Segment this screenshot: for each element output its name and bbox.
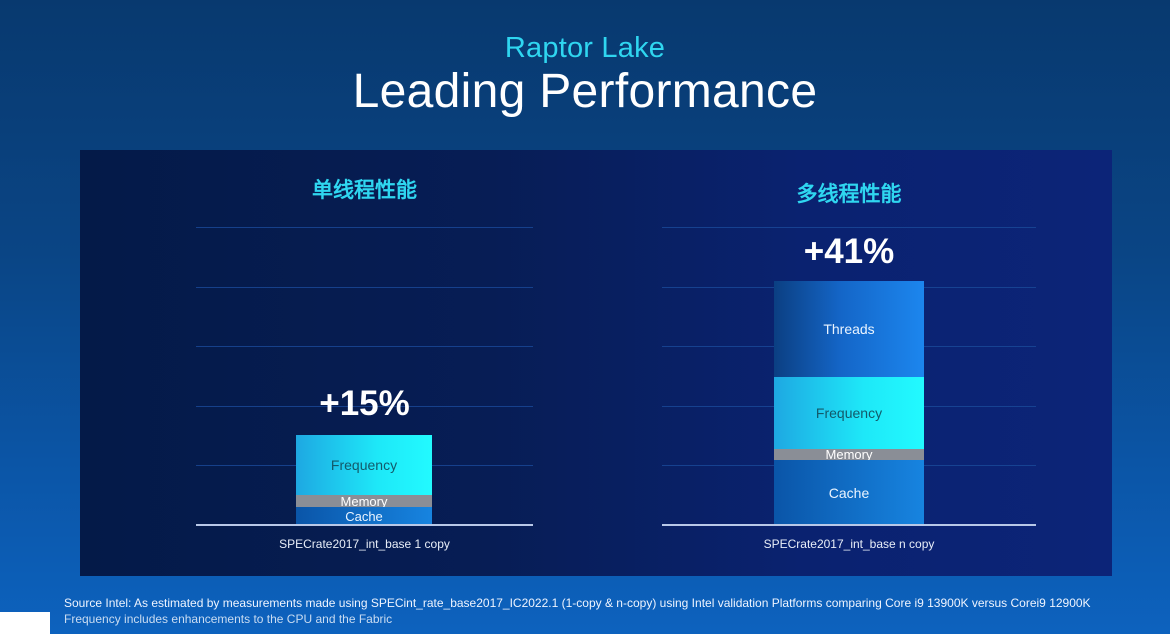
x-axis-label: SPECrate2017_int_base 1 copy	[279, 537, 450, 551]
bar-segment-threads: Threads	[774, 281, 924, 377]
bar-segment-memory: Memory	[296, 493, 432, 509]
multi-thread-chart: 多线程性能 +41% Threads Frequency Memory Cach…	[662, 150, 1036, 576]
segment-label: Threads	[823, 321, 875, 337]
segment-label: Frequency	[330, 457, 398, 473]
gridline	[196, 406, 533, 407]
bar-segment-frequency: Frequency	[296, 435, 432, 495]
x-axis-line	[662, 524, 1036, 526]
chart-title: 单线程性能	[312, 178, 417, 202]
segment-label: Frequency	[815, 405, 883, 421]
bar-segment-memory: Memory	[774, 447, 924, 462]
chart-panel: 单线程性能 +15% Frequency Memory Cache SPECra…	[80, 150, 1112, 576]
gridline	[662, 227, 1036, 228]
segment-label: Cache	[345, 508, 383, 524]
total-gain-label: +15%	[319, 384, 410, 423]
source-footnote: Source Intel: As estimated by measuremen…	[64, 596, 1091, 610]
segment-label: Cache	[828, 484, 870, 501]
gridline	[196, 227, 533, 228]
stacked-bar: Frequency Memory Cache	[296, 435, 432, 525]
segment-label: Memory	[340, 493, 388, 509]
slide-title: Leading Performance	[352, 65, 818, 118]
logo-box	[0, 612, 50, 634]
total-gain-label: +41%	[803, 232, 895, 271]
bar-segment-cache: Cache	[774, 460, 924, 525]
frequency-footnote: Frequency includes enhancements to the C…	[64, 612, 393, 626]
segment-label: Memory	[825, 447, 873, 462]
gridline	[196, 346, 533, 347]
single-thread-chart: 单线程性能 +15% Frequency Memory Cache SPECra…	[196, 150, 533, 576]
slide-subtitle: Raptor Lake	[504, 32, 666, 64]
x-axis-line	[196, 524, 533, 526]
gridline	[196, 287, 533, 288]
stacked-bar: Threads Frequency Memory Cache	[774, 281, 924, 525]
chart-title: 多线程性能	[796, 182, 902, 206]
x-axis-label: SPECrate2017_int_base n copy	[763, 537, 935, 551]
bar-segment-cache: Cache	[296, 507, 432, 525]
bar-segment-frequency: Frequency	[774, 377, 924, 449]
